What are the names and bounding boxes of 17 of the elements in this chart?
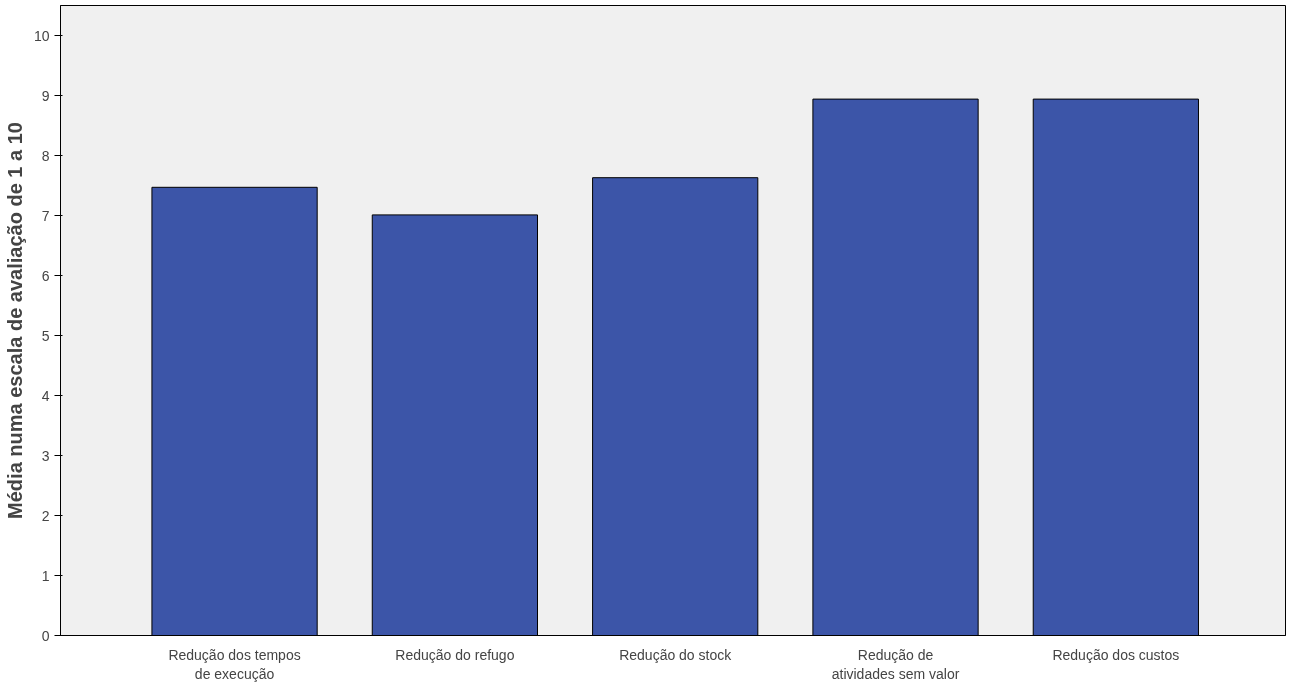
x-tick-label: Redução dos custos: [1052, 646, 1180, 663]
x-tick-label: Redução do refugo: [395, 646, 515, 663]
y-tick-label: 10: [33, 27, 50, 44]
y-tick-label: 9: [41, 87, 50, 104]
y-tick-label: 8: [41, 147, 50, 164]
x-tick-label: Redução de atividades sem valor: [831, 646, 960, 682]
y-tick-label: 1: [41, 567, 50, 584]
y-tick-label: 6: [41, 267, 50, 284]
x-tick-label: Redução dos tempos de execução: [168, 646, 301, 682]
y-tick-label: 7: [41, 207, 50, 224]
y-tick-label: 3: [41, 447, 50, 464]
y-axis-title: Média numa escala de avaliação de 1 a 10: [3, 122, 26, 519]
y-tick-label: 4: [41, 387, 50, 404]
y-tick-label: 2: [41, 507, 50, 524]
x-tick-label: Redução do stock: [619, 646, 733, 663]
y-tick-label: 5: [41, 327, 50, 344]
y-tick-label: 0: [41, 627, 50, 644]
